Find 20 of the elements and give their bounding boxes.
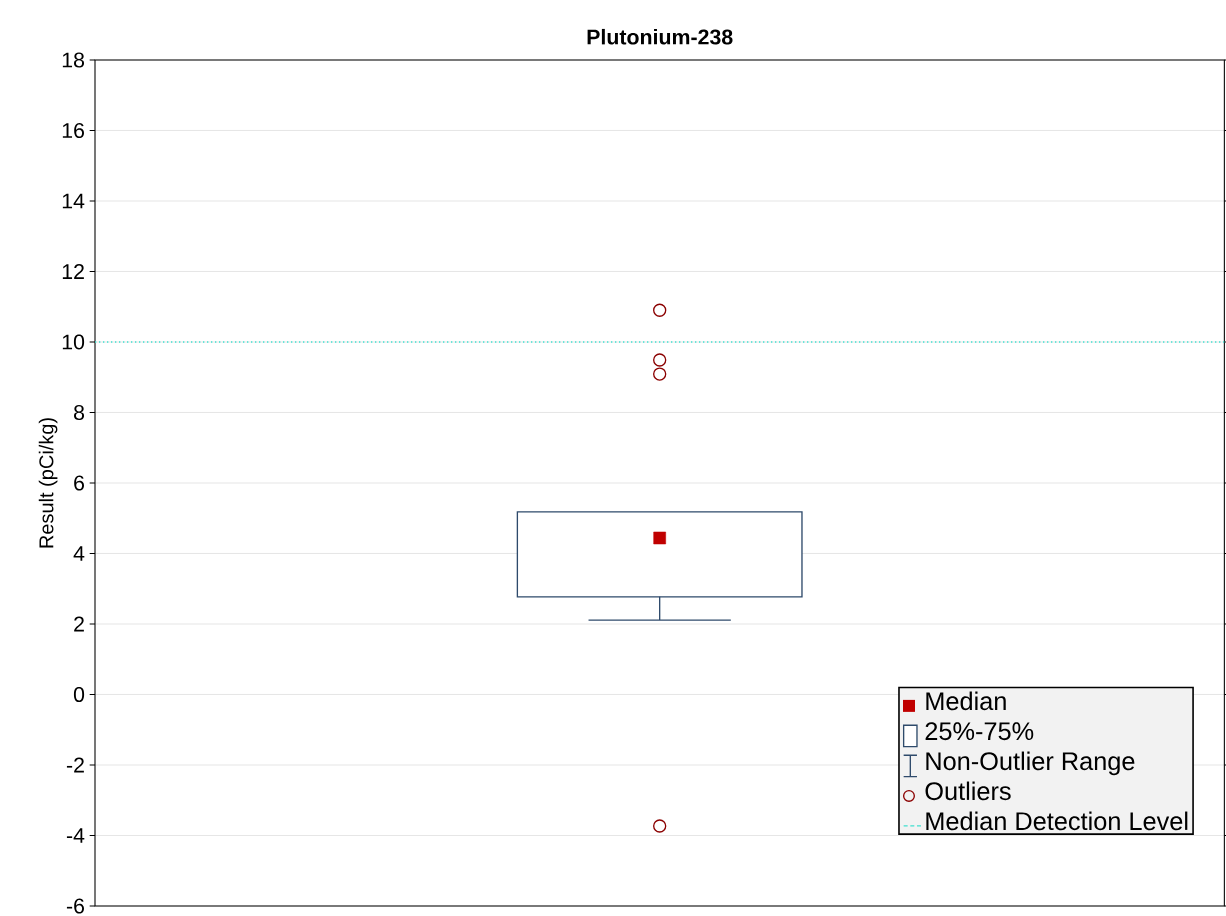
y-tick-label: 6 bbox=[74, 475, 85, 491]
y-axis-title: Result (pCi/kg) bbox=[38, 418, 58, 548]
y-tick-label: 4 bbox=[73, 546, 85, 561]
annotation: 25%-75% bbox=[925, 722, 1034, 741]
y-tick-label: 12 bbox=[62, 264, 84, 279]
y-tick-label: -2 bbox=[66, 757, 84, 773]
y-tick-label: 14 bbox=[62, 193, 85, 209]
y-tick-label: -4 bbox=[66, 828, 85, 843]
annotation: Median bbox=[926, 691, 1006, 711]
y-tick-label: 0 bbox=[73, 686, 85, 703]
y-tick-label: 16 bbox=[62, 122, 84, 139]
y-tick-label: -6 bbox=[66, 898, 85, 914]
annotation: Non-Outlier Range bbox=[926, 751, 1135, 776]
legend-label: Median Detection Level bbox=[926, 811, 1188, 831]
annotation: Outliers bbox=[925, 781, 1011, 801]
y-tick-label: 2 bbox=[74, 616, 84, 632]
y-tick-label: 18 bbox=[62, 52, 85, 68]
chart-title: Plutonium-238 bbox=[587, 28, 733, 45]
y-tick-label: 8 bbox=[74, 404, 85, 421]
y-tick-label: 10 bbox=[62, 334, 85, 350]
